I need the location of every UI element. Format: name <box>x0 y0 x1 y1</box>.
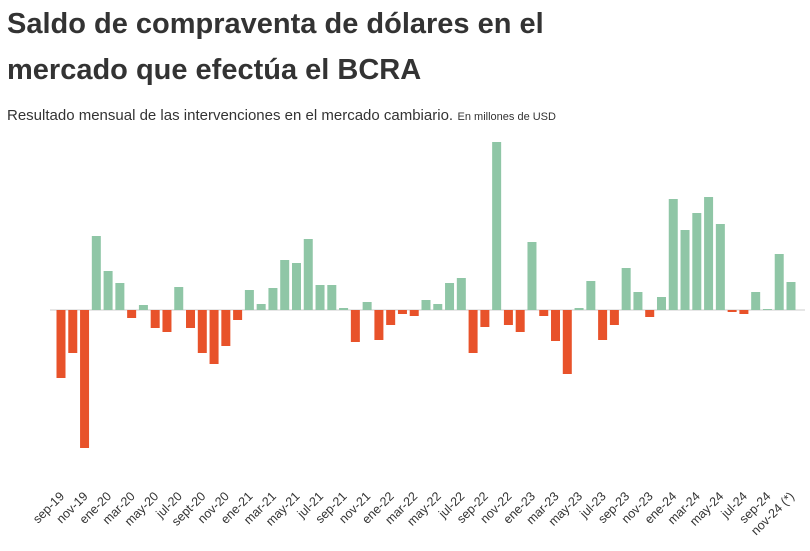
bar <box>397 310 407 314</box>
bar <box>786 282 796 310</box>
bar <box>704 197 714 310</box>
bar <box>598 310 608 340</box>
bar <box>480 310 490 327</box>
bar <box>527 242 537 310</box>
subtitle: Resultado mensual de las intervenciones … <box>7 107 453 124</box>
subtitle-line: Resultado mensual de las intervenciones … <box>7 107 556 124</box>
bar <box>621 268 631 310</box>
bar <box>574 308 584 310</box>
bar <box>739 310 749 314</box>
bar <box>468 310 478 353</box>
bar <box>174 287 184 310</box>
bar <box>162 310 172 332</box>
bar <box>539 310 549 316</box>
bar <box>127 310 137 318</box>
bar <box>362 302 372 310</box>
bar <box>150 310 160 328</box>
bar <box>751 292 761 310</box>
bar <box>692 213 702 310</box>
bar <box>586 281 596 310</box>
bar <box>515 310 525 332</box>
bar <box>456 278 466 310</box>
bar <box>762 309 772 310</box>
bar <box>103 271 113 310</box>
bar <box>445 283 455 310</box>
bar <box>503 310 513 325</box>
bar <box>327 285 337 310</box>
chart-title: mercado que efectúa el BCRA <box>7 54 421 86</box>
bar <box>233 310 243 320</box>
bar <box>715 224 725 310</box>
bar <box>197 310 207 353</box>
bar <box>115 283 125 310</box>
bar <box>374 310 384 340</box>
bar <box>386 310 396 325</box>
bar <box>339 308 349 310</box>
bar <box>244 290 254 310</box>
chart-title: Saldo de compraventa de dólares en el <box>7 8 544 40</box>
bar <box>633 292 643 310</box>
bar <box>315 285 325 310</box>
unit-note: En millones de USD <box>458 111 556 123</box>
bar <box>91 236 101 310</box>
bar <box>56 310 66 378</box>
bar <box>350 310 360 342</box>
bar <box>291 263 301 310</box>
bar <box>303 239 313 310</box>
bar <box>409 310 419 316</box>
bar <box>562 310 572 374</box>
bar <box>280 260 290 310</box>
bar <box>551 310 561 341</box>
bar <box>668 199 678 310</box>
bar <box>433 304 443 310</box>
bar <box>492 142 502 310</box>
bar <box>680 230 690 310</box>
bar <box>209 310 219 364</box>
bar <box>68 310 78 353</box>
bar <box>256 304 266 310</box>
bar <box>138 305 148 310</box>
bar <box>186 310 196 328</box>
bar <box>221 310 231 346</box>
bar <box>774 254 784 310</box>
bar <box>727 310 737 312</box>
bar <box>421 300 431 310</box>
bar <box>609 310 619 325</box>
bar <box>80 310 90 448</box>
bar <box>268 288 278 310</box>
bar <box>645 310 655 317</box>
bar <box>656 297 666 310</box>
